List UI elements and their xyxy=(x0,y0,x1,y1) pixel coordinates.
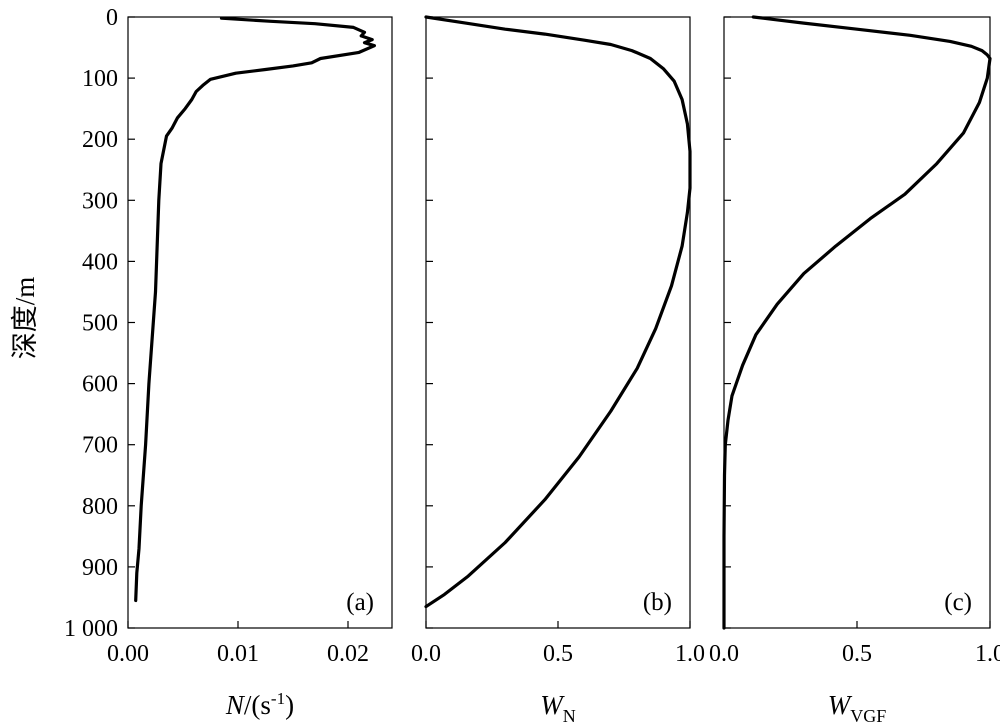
series-line xyxy=(134,16,376,603)
x-axis-title-superscript: -1 xyxy=(271,689,285,708)
series-line xyxy=(722,15,992,630)
x-tick-label: 0.0 xyxy=(411,641,441,667)
x-tick-label: 0.00 xyxy=(107,641,149,667)
x-tick-label: 0.02 xyxy=(327,641,369,667)
x-axis-title-symbol: W xyxy=(540,690,565,720)
x-axis-title-unit: /(s xyxy=(244,690,271,720)
x-axis-title: WVGF xyxy=(828,690,887,725)
x-axis-title: WN xyxy=(540,690,576,725)
panel-label: (b) xyxy=(643,589,672,616)
x-axis-title-subscript: VGF xyxy=(850,706,886,725)
y-tick-label: 500 xyxy=(82,311,118,337)
y-tick-label: 300 xyxy=(82,188,118,214)
x-tick-label: 0.01 xyxy=(217,641,259,667)
x-axis-title: N/(s-1) xyxy=(225,689,294,720)
x-axis-title-close: ) xyxy=(285,690,294,720)
panel-label: (c) xyxy=(944,589,972,616)
series-line xyxy=(424,15,692,609)
plot-frame xyxy=(127,16,393,629)
y-tick-label: 1 000 xyxy=(64,616,118,642)
y-tick-label: 200 xyxy=(82,127,118,153)
y-tick-label: 100 xyxy=(82,66,118,92)
y-tick-label: 700 xyxy=(82,433,118,459)
panel-label: (a) xyxy=(346,589,374,616)
x-axis-title-subscript: N xyxy=(563,706,576,725)
x-tick-label: 1.0 xyxy=(675,641,705,667)
y-axis-title: 深度/m xyxy=(10,277,40,360)
y-tick-label: 800 xyxy=(82,494,118,520)
panel-a: 0.00 0.01 0.02 0 100 200 300 400 500 600 700 800 900… xyxy=(64,5,393,720)
x-axis-title-symbol: N xyxy=(225,690,246,720)
y-tick-label: 0 xyxy=(106,5,118,31)
x-tick-label: 0.0 xyxy=(709,641,739,667)
plot-frame xyxy=(425,16,691,629)
x-tick-label: 0.5 xyxy=(842,641,872,667)
y-tick-label: 400 xyxy=(82,249,118,275)
panel-c: 0.0 0.5 1.0(c) WVGF xyxy=(709,15,1000,725)
x-axis-title-symbol: W xyxy=(828,690,853,720)
x-tick-label: 1.0 xyxy=(975,641,1000,667)
y-tick-label: 900 xyxy=(82,555,118,581)
y-tick-label: 600 xyxy=(82,372,118,398)
panel-b: 0.0 0.5 1.0(b) WN xyxy=(411,15,705,725)
x-tick-label: 0.5 xyxy=(543,641,573,667)
